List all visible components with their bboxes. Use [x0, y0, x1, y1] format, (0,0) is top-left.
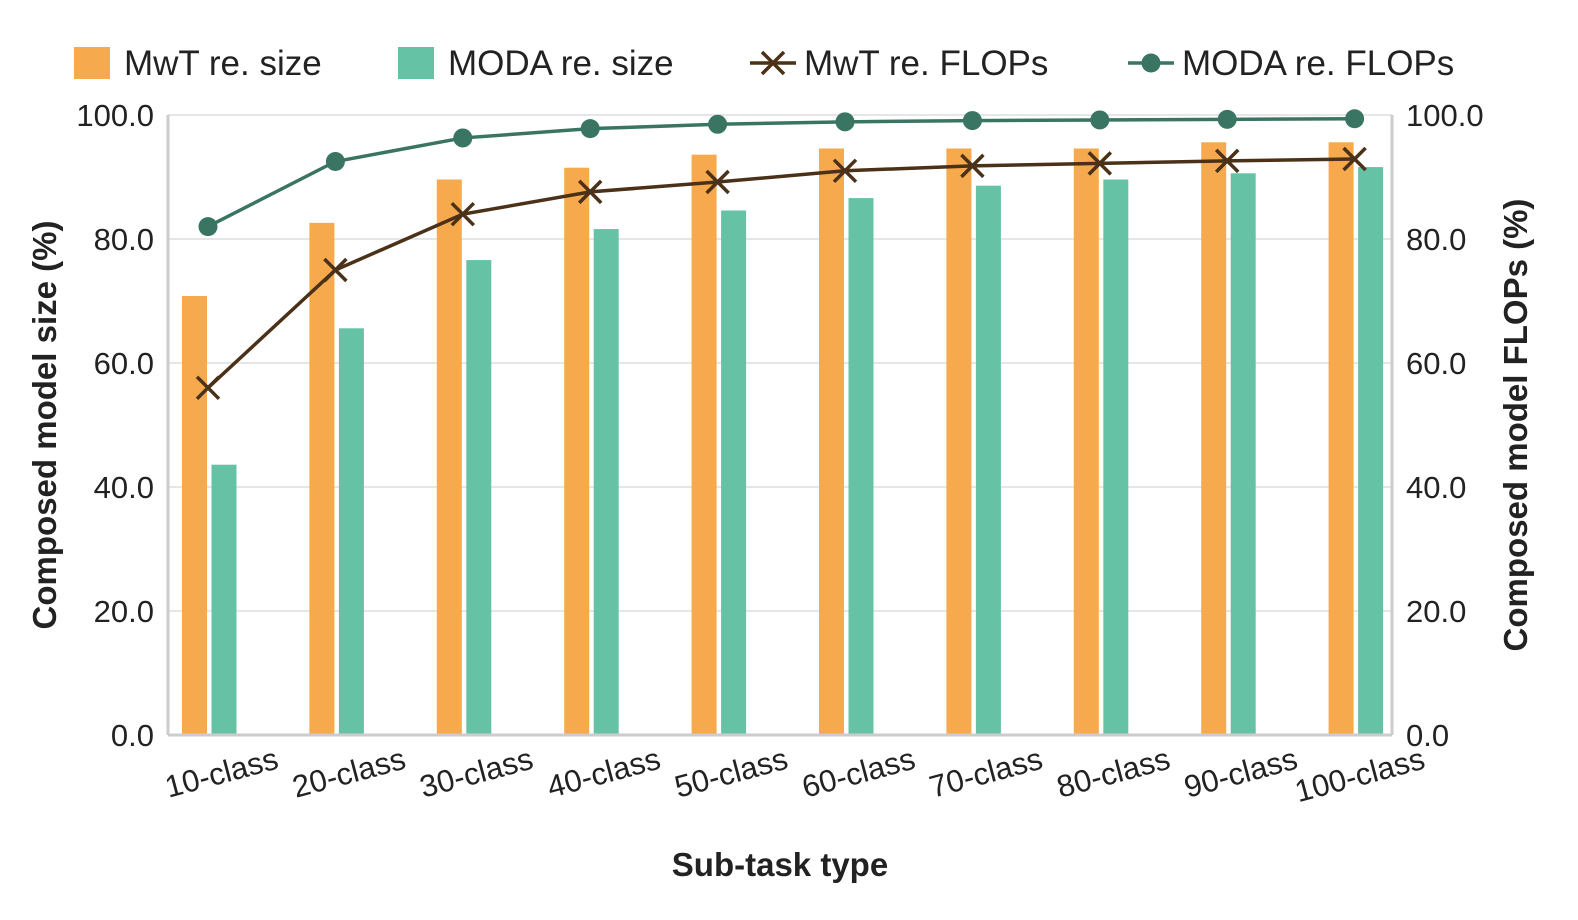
legend-item-mwt-re-size: MwT re. size [74, 44, 322, 83]
y-tick-label: 40.0 [94, 470, 154, 505]
legend-item-mwt-re-flops: MwT re. FLOPs [750, 44, 1048, 83]
bars [182, 142, 1384, 736]
x-tick-label: 50-class [671, 741, 792, 805]
x-tick-label: 40-class [543, 741, 664, 805]
point-mwt-re-flops-60-class [832, 158, 858, 184]
bar-moda-re-size-40-class [593, 229, 619, 735]
legend-swatch [74, 47, 110, 79]
x-tick-label: 70-class [926, 741, 1047, 805]
point-mwt-re-flops-100-class [1342, 146, 1367, 172]
bar-moda-re-size-70-class [975, 185, 1001, 735]
bar-moda-re-size-10-class [211, 464, 237, 735]
point-mwt-re-flops-50-class [705, 169, 730, 195]
plot-frame [166, 115, 1394, 737]
y-tick-label: 100.0 [76, 98, 154, 133]
legend-item-moda-re-flops: MODA re. FLOPs [1128, 44, 1454, 83]
y-tick-label: 20.0 [94, 594, 154, 629]
bar-moda-re-size-30-class [466, 260, 492, 735]
bar-mwt-re-size-60-class [819, 148, 844, 736]
point-moda-re-flops-100-class [1345, 109, 1365, 129]
bar-mwt-re-size-20-class [309, 222, 335, 735]
x-axis-title: Sub-task type [672, 846, 888, 883]
y-right-tick-label: 40.0 [1406, 470, 1466, 505]
bar-moda-re-size-100-class [1358, 167, 1384, 735]
bar-moda-re-size-50-class [721, 210, 747, 736]
legend-label: MODA re. size [448, 44, 674, 83]
bar-mwt-re-size-10-class [182, 296, 207, 735]
bar-mwt-re-size-70-class [946, 148, 972, 736]
y-right-tick-label: 80.0 [1406, 222, 1466, 257]
x-tick-label: 100-class [1291, 741, 1428, 809]
bar-moda-re-size-20-class [338, 328, 364, 735]
y-right-tick-label: 100.0 [1406, 98, 1484, 133]
point-moda-re-flops-10-class [198, 217, 218, 237]
tick-labels: 0.0 0.0 20.0 20.0 40.0 40.0 60.0 60.0 80.0 80.0 10… [76, 98, 1483, 809]
y-tick-label: 60.0 [94, 346, 154, 381]
x-tick-label: 80-class [1053, 741, 1174, 805]
bar-moda-re-size-80-class [1103, 179, 1129, 736]
legend-label: MODA re. FLOPs [1182, 44, 1454, 83]
y-right-tick-label: 20.0 [1406, 594, 1466, 629]
point-mwt-re-flops-30-class [450, 201, 476, 227]
legend-item-moda-re-size: MODA re. size [398, 44, 674, 83]
point-moda-re-flops-90-class [1217, 109, 1237, 129]
point-moda-re-flops-20-class [325, 152, 345, 171]
y-right-tick-label: 0.0 [1406, 718, 1449, 753]
legend-label: MwT re. FLOPs [804, 44, 1048, 83]
y-axis-title: Composed model size (%) [26, 221, 63, 630]
point-moda-re-flops-80-class [1090, 110, 1110, 130]
point-moda-re-flops-70-class [962, 111, 982, 131]
legend-marker [1141, 53, 1161, 73]
point-moda-re-flops-60-class [835, 112, 855, 132]
line-moda-re-flops [207, 116, 1355, 229]
point-moda-re-flops-50-class [708, 114, 728, 134]
y-tick-label: 80.0 [94, 222, 154, 257]
bar-mwt-re-size-80-class [1073, 148, 1099, 736]
bar-mwt-re-size-50-class [691, 154, 717, 735]
point-moda-re-flops-30-class [453, 128, 473, 148]
legend-label: MwT re. size [124, 44, 322, 83]
legend-marker [760, 50, 786, 76]
y-axis-right-title: Composed model FLOPs (%) [1497, 199, 1534, 652]
x-tick-label: 30-class [416, 741, 537, 805]
x-tick-label: 90-class [1180, 741, 1301, 805]
line-mwt-re-flops [206, 157, 1355, 390]
legend: MwT re. size MODA re. size MwT re. FLOPs MO… [74, 44, 1454, 83]
lines [195, 109, 1367, 401]
point-mwt-re-flops-10-class [195, 375, 221, 401]
bar-mwt-re-size-100-class [1328, 142, 1354, 735]
bar-mwt-re-size-90-class [1201, 142, 1227, 735]
point-mwt-re-flops-70-class [960, 153, 985, 179]
bar-mwt-re-size-30-class [436, 179, 462, 736]
point-mwt-re-flops-40-class [577, 179, 603, 205]
y-right-tick-label: 60.0 [1406, 346, 1466, 381]
x-tick-label: 20-class [289, 741, 410, 805]
x-tick-label: 10-class [161, 741, 282, 805]
bar-moda-re-size-60-class [848, 198, 874, 735]
bar-moda-re-size-90-class [1230, 173, 1256, 735]
point-mwt-re-flops-90-class [1214, 148, 1240, 174]
x-tick-label: 60-class [798, 741, 919, 805]
point-mwt-re-flops-80-class [1087, 151, 1113, 176]
y-tick-label: 0.0 [111, 718, 154, 753]
bar-mwt-re-size-40-class [564, 167, 590, 735]
legend-swatch [398, 47, 434, 79]
point-moda-re-flops-40-class [580, 119, 600, 139]
point-mwt-re-flops-20-class [323, 257, 348, 283]
